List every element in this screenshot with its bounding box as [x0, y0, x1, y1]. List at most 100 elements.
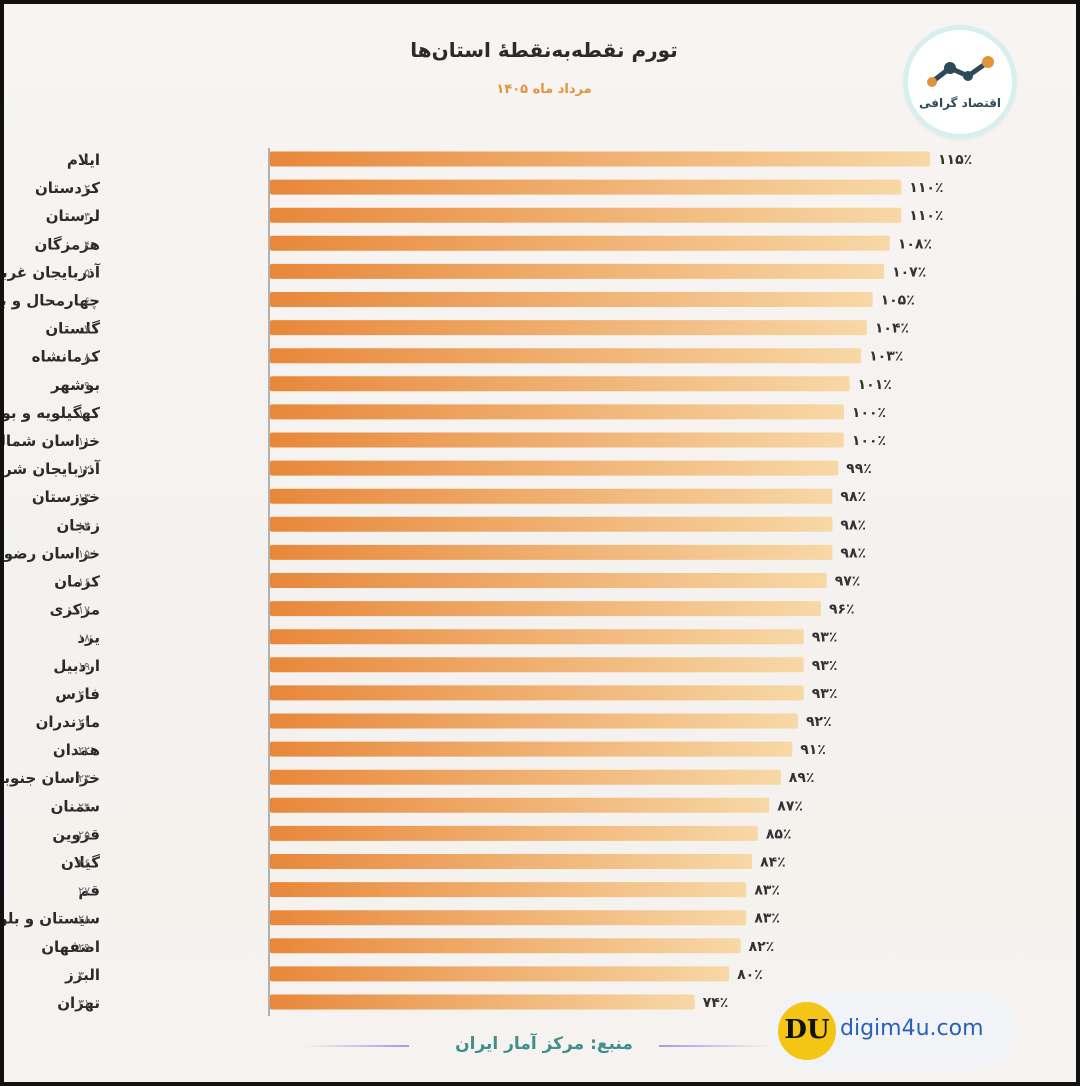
- province-label: هرمزگان: [34, 235, 100, 253]
- rank-label: ۲۸: [78, 913, 90, 926]
- province-label: آذربایجان غربی: [4, 263, 101, 281]
- bar-value-label: ۹۳٪: [812, 686, 838, 702]
- brand-logo-text: اقتصاد گرافی: [918, 96, 1002, 110]
- bar-value-label: ۹۹٪: [846, 461, 872, 477]
- chart-subtitle: مرداد ماه ۱۴۰۵: [496, 82, 592, 97]
- rank-label: ۲۷: [78, 885, 90, 898]
- watermark-logo-text: DU: [784, 1015, 830, 1045]
- brand-logo: اقتصاد گرافی: [908, 30, 1012, 134]
- bar-value-label: ۱۱۰٪: [909, 180, 943, 196]
- rank-label: ۳۱: [78, 997, 90, 1010]
- bar-value-label: ۹۱٪: [800, 742, 826, 758]
- bar-value-label: ۸۲٪: [749, 939, 775, 955]
- bar: [270, 994, 695, 1010]
- rank-label: ۱۹: [78, 660, 90, 673]
- bar: [270, 573, 827, 588]
- rank-label: ۱۱: [78, 435, 90, 448]
- province-label: البرز: [64, 966, 100, 984]
- bar: [270, 488, 833, 504]
- bar-value-label: ۹۳٪: [812, 658, 838, 674]
- rank-label: ۲۹: [78, 941, 90, 954]
- bar-value-label: ۱۱۰٪: [909, 208, 943, 224]
- bar: [270, 657, 804, 673]
- bar: [270, 938, 741, 954]
- bar: [270, 404, 844, 420]
- bar-value-label: ۸۴٪: [760, 855, 786, 871]
- line-chart-icon: [927, 56, 994, 87]
- bar-value-label: ۱۰۷٪: [892, 264, 926, 280]
- bar: [270, 685, 804, 701]
- bar: [270, 348, 862, 364]
- bar-value-label: ۸۹٪: [789, 770, 815, 786]
- province-label: مرکزی: [50, 601, 100, 619]
- bar-value-label: ۸۳٪: [754, 883, 780, 899]
- rank-label: ۱۶: [78, 576, 90, 589]
- rank-label: ۱۷: [78, 604, 90, 617]
- rank-label: ۱۸: [78, 632, 90, 645]
- bar-value-label: ۱۰۴٪: [875, 321, 909, 337]
- province-label: قزوین: [52, 825, 100, 843]
- bar-value-label: ۱۰۰٪: [852, 433, 886, 449]
- bar: [270, 320, 867, 336]
- bar-value-label: ۸۰٪: [737, 967, 763, 983]
- rank-label: ۳۰: [78, 969, 90, 982]
- bar: [270, 544, 833, 560]
- source-divider-left: [304, 1045, 409, 1047]
- bar: [270, 769, 781, 785]
- bar: [270, 966, 730, 982]
- bar-value-label: ۹۳٪: [812, 630, 838, 646]
- bar-value-label: ۱۰۳٪: [869, 349, 903, 365]
- rank-label: ۱۳: [78, 491, 90, 504]
- rank-label: ۱۲: [78, 463, 90, 476]
- rank-label: ۲۰: [78, 688, 90, 701]
- province-label: زنجان: [56, 516, 100, 534]
- rank-label: ۴: [84, 238, 90, 251]
- province-label: اصفهان: [41, 938, 100, 956]
- province-label: تهران: [57, 994, 100, 1012]
- bar: [270, 179, 902, 195]
- bar: [270, 825, 758, 841]
- bar-value-label: ۱۰۱٪: [858, 377, 892, 393]
- province-label: گیلان: [61, 854, 100, 872]
- watermark-logo-icon: DU: [778, 1002, 836, 1060]
- bar-value-label: ۷۴٪: [703, 995, 729, 1011]
- province-label: خراسان رضوی: [4, 544, 100, 562]
- rank-label: ۱۵: [78, 547, 90, 560]
- province-label: ایلام: [67, 151, 100, 169]
- bar: [270, 910, 747, 926]
- bar: [270, 516, 833, 532]
- bar-value-label: ۹۶٪: [829, 602, 855, 618]
- bar: [270, 629, 804, 645]
- province-label: فارس: [55, 685, 100, 703]
- bar-value-label: ۱۰۰٪: [852, 405, 886, 421]
- bar: [270, 713, 798, 729]
- bar-value-label: ۱۱۵٪: [938, 152, 972, 168]
- rank-label: ۱: [84, 154, 90, 167]
- province-label: بوشهر: [50, 376, 100, 394]
- rank-label: ۲۴: [78, 800, 90, 813]
- rank-label: ۲۵: [78, 828, 90, 841]
- rank-label: ۵: [84, 266, 90, 279]
- province-label: سمنان: [51, 797, 100, 815]
- bar-value-label: ۸۷٪: [777, 798, 803, 814]
- rank-label: ۲: [84, 182, 90, 195]
- bar-value-label: ۹۲٪: [806, 714, 832, 730]
- bar-value-label: ۹۷٪: [835, 574, 861, 590]
- bar: [270, 797, 770, 813]
- province-label: همدان: [53, 741, 100, 759]
- bar-value-label: ۹۸٪: [840, 545, 866, 561]
- province-label: گلستان: [45, 320, 100, 338]
- bar: [270, 882, 747, 898]
- rank-label: ۲۳: [78, 772, 90, 785]
- bar: [270, 376, 850, 392]
- bar: [270, 460, 839, 476]
- province-label: لرستان: [46, 207, 100, 225]
- province-label: کهگیلویه و بویراحمد: [4, 404, 100, 422]
- province-label: اردبیل: [53, 657, 100, 675]
- province-label: خوزستان: [32, 488, 100, 506]
- rank-label: ۱۰: [78, 407, 90, 420]
- rank-label: ۲۶: [78, 857, 90, 870]
- bar: [270, 854, 753, 869]
- source-note: منبع: مرکز آمار ایران: [455, 1034, 633, 1054]
- province-label: خراسان شمالی: [4, 432, 100, 450]
